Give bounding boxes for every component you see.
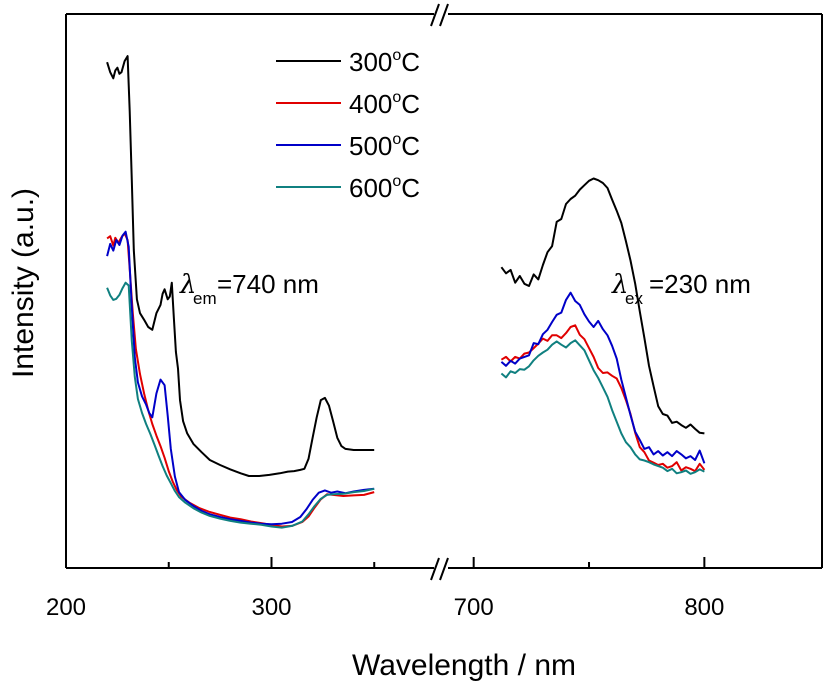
series-line-emission [500, 324, 706, 473]
x-axis-title: Wavelength / nm [352, 649, 576, 682]
series-line-emission [500, 177, 705, 435]
annotation-text: =740 nm [217, 269, 319, 299]
series-line-excitation [106, 55, 375, 477]
x-tick-label: 700 [454, 594, 494, 621]
legend-label: 600oC [349, 173, 420, 203]
series-layer [106, 55, 706, 529]
series-line-emission [500, 339, 705, 475]
x-tick-label: 800 [684, 594, 724, 621]
plot-frame [65, 3, 823, 581]
annotation-text: =230 nm [649, 269, 751, 299]
annotation-ex: λex =230 nm [611, 269, 751, 308]
x-ticks: 200 300 700 800 [46, 557, 724, 621]
top-axis-break-mark [439, 3, 449, 27]
series-300 [106, 55, 705, 477]
lambda-symbol: λ [611, 270, 628, 300]
lambda-subscript: em [193, 289, 217, 308]
x-axis-break-mark [430, 557, 440, 581]
x-axis-break-mark [439, 557, 449, 581]
legend-label: 500oC [349, 131, 420, 161]
legend-label: 300oC [349, 47, 420, 77]
series-600 [106, 281, 705, 529]
series-line-excitation [106, 230, 375, 526]
annotation-em: λem =740 nm [179, 269, 319, 308]
x-tick-label: 300 [251, 594, 291, 621]
lambda-subscript: ex [625, 289, 643, 308]
y-axis-title: Intensity (a.u.) [7, 188, 40, 378]
lambda-symbol: λ [179, 270, 196, 300]
series-500 [106, 230, 706, 526]
legend-label: 400oC [349, 89, 420, 119]
x-tick-label: 200 [46, 594, 86, 621]
series-line-excitation [106, 281, 375, 529]
annotations: λem =740 nm λex =230 nm [179, 269, 751, 308]
series-line-emission [500, 291, 706, 464]
top-axis-break-mark [430, 3, 440, 27]
legend: 300oC 400oC 500oC 600oC [276, 47, 420, 203]
